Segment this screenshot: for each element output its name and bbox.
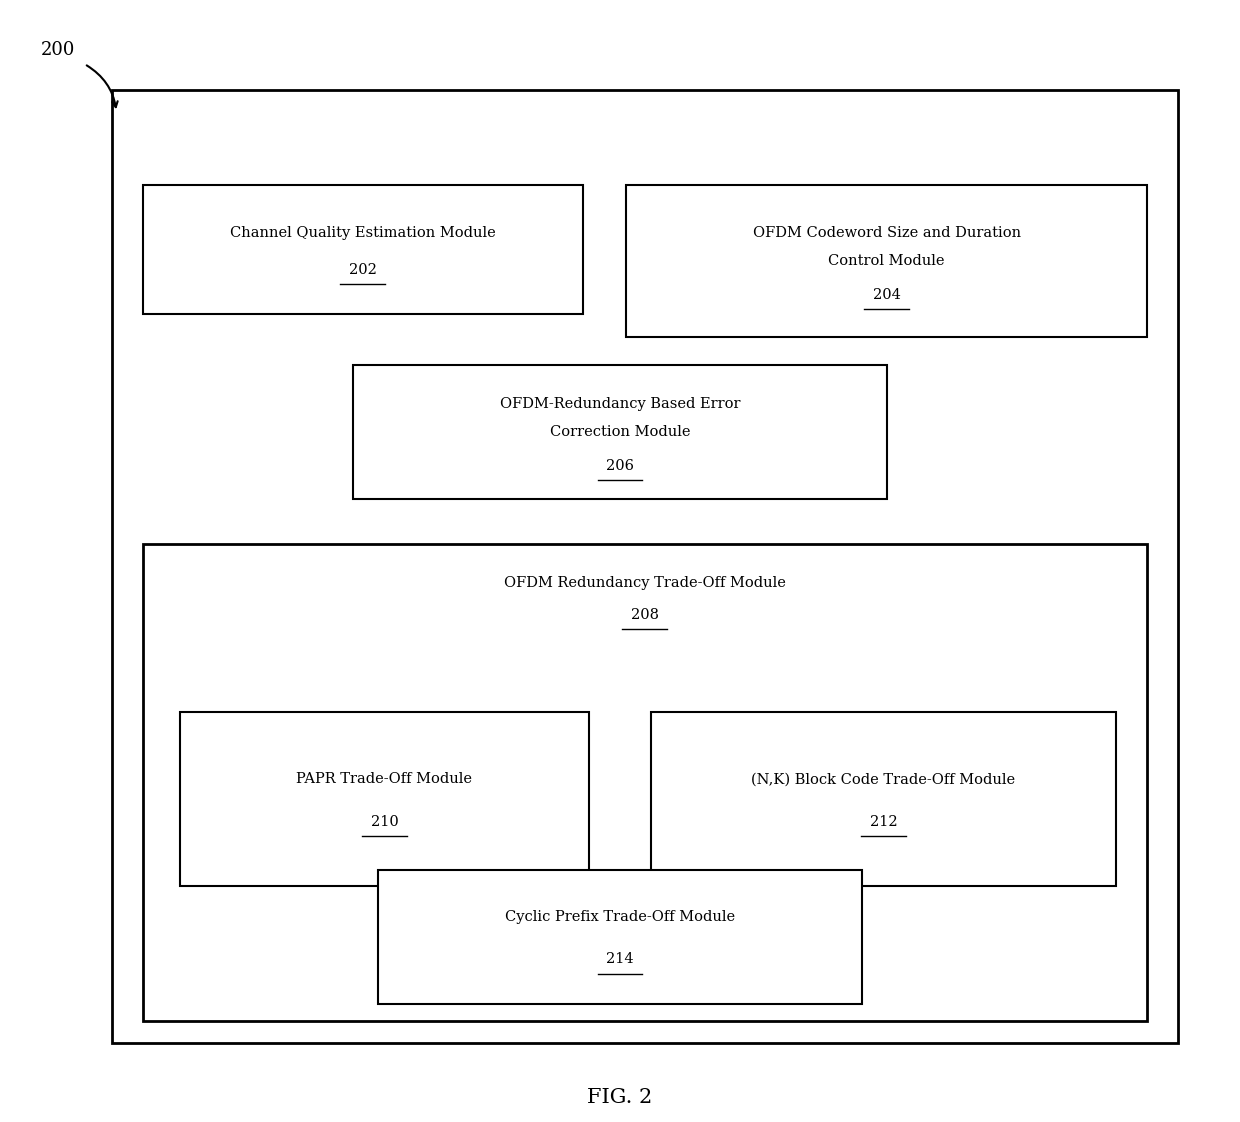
Text: 214: 214 [606,953,634,966]
Text: OFDM Codeword Size and Duration: OFDM Codeword Size and Duration [753,226,1021,240]
Text: Cyclic Prefix Trade-Off Module: Cyclic Prefix Trade-Off Module [505,910,735,923]
Text: 204: 204 [873,287,900,302]
FancyBboxPatch shape [378,870,862,1004]
Text: OFDM Redundancy Trade-Off Module: OFDM Redundancy Trade-Off Module [503,577,786,590]
Text: 202: 202 [348,263,377,277]
Text: 206: 206 [606,459,634,472]
FancyBboxPatch shape [180,712,589,886]
Text: 210: 210 [371,815,398,829]
Text: Channel Quality Estimation Module: Channel Quality Estimation Module [229,226,496,240]
Text: PAPR Trade-Off Module: PAPR Trade-Off Module [296,772,472,787]
Text: 208: 208 [631,608,658,622]
FancyBboxPatch shape [353,365,887,499]
Text: OFDM-Redundancy Based Error: OFDM-Redundancy Based Error [500,397,740,411]
Text: (N,K) Block Code Trade-Off Module: (N,K) Block Code Trade-Off Module [751,772,1016,787]
Text: FIG. 2: FIG. 2 [588,1088,652,1106]
FancyBboxPatch shape [143,185,583,314]
Text: 212: 212 [869,815,898,829]
FancyBboxPatch shape [143,544,1147,1021]
FancyBboxPatch shape [651,712,1116,886]
FancyBboxPatch shape [626,185,1147,337]
Text: Correction Module: Correction Module [549,425,691,439]
Text: Control Module: Control Module [828,254,945,268]
Text: 200: 200 [41,42,76,59]
FancyBboxPatch shape [112,90,1178,1043]
